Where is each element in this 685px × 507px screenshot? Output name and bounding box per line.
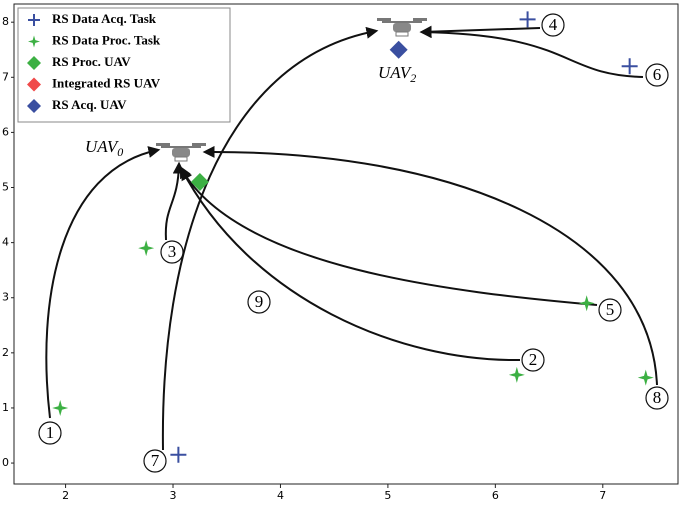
arrow [419,25,541,38]
annotation-circle [541,13,565,37]
point [637,369,654,386]
plot-frame [13,3,679,485]
legend-marker [27,99,41,113]
legend-marker [27,56,41,70]
annotation-circle [645,386,669,410]
point [578,295,595,312]
legend-label: RS Data Proc. Task [52,32,161,47]
x-tick-label: 5 [384,489,391,502]
annotation-circle [143,449,167,473]
annotation-circle [645,63,669,87]
annotation-circle [521,348,545,372]
annotation: 6 [653,65,662,84]
point [170,446,187,463]
annotation-circle [598,298,622,322]
uav-label: UAV2 [378,63,416,85]
uav-icon [377,18,427,37]
annotation: 8 [653,388,662,407]
uav-rotor [377,18,391,21]
point [138,240,155,257]
uav-label-sub: 0 [117,145,123,159]
annotation: 7 [151,451,160,470]
legend-marker [28,14,40,26]
arrow [45,146,161,419]
uav-body [393,23,411,32]
uav-label-text: UAV [85,137,120,156]
annotation-circle [38,421,62,445]
x-tick-label: 3 [170,489,177,502]
legend-label: RS Data Acq. Task [52,11,157,26]
uav-rotor [156,143,170,146]
legend-marker [28,35,40,48]
uav-leg [174,156,188,162]
legend [17,7,231,123]
x-tick-label: 6 [492,489,499,502]
arrows [45,25,658,451]
arrow [202,145,658,386]
point [389,40,408,59]
annotation: 2 [529,350,538,369]
y-tick-label: 2 [2,346,9,359]
legend-label: Integrated RS UAV [52,75,161,90]
legend-label: RS Acq. UAV [52,97,127,112]
point [190,173,209,192]
uav-rotor [192,143,206,146]
uav-label-sub: 2 [410,71,416,85]
y-tick-label: 7 [2,70,9,83]
annotation: 3 [168,242,177,261]
annotation-circle [247,290,271,314]
y-tick-label: 6 [2,125,9,138]
uav-icon [156,143,206,162]
uav-rotor [413,18,427,21]
y-tick-label: 3 [2,291,9,304]
arrow [179,165,521,362]
annotation: 4 [549,15,558,34]
legend-marker [27,77,41,92]
uav-leg [395,31,409,37]
y-tick-label: 0 [2,456,9,469]
x-tick-label: 4 [277,489,284,502]
annotation-circle [160,240,184,264]
x-tick-label: 2 [62,489,69,502]
y-tick-label: 8 [2,15,9,28]
uav-body [172,148,190,157]
annotation: 5 [606,300,615,319]
arrow [419,26,644,78]
arrow [164,161,185,241]
uav-label: UAV0 [85,137,123,159]
y-tick-label: 4 [2,236,9,249]
y-tick-label: 1 [2,401,9,414]
point [52,399,69,416]
arrow [161,26,379,451]
y-tick-label: 5 [2,181,9,194]
x-tick-label: 7 [599,489,606,502]
annotation: 1 [46,423,55,442]
point [621,58,638,75]
uav-label-text: UAV [378,63,413,82]
annotation: 9 [255,292,264,311]
point [508,366,525,383]
arrow [180,167,598,306]
legend-label: RS Proc. UAV [52,54,131,69]
point [519,11,536,28]
